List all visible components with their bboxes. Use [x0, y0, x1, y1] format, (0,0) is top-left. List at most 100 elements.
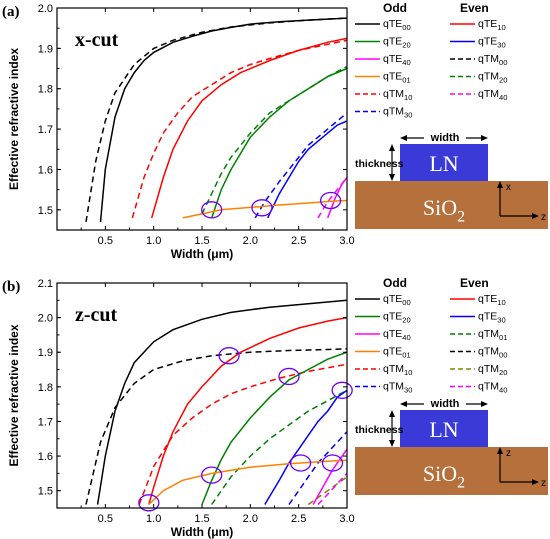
legend-label-qTE10: qTE10: [478, 293, 506, 307]
series-line-qTM40: [317, 177, 347, 219]
legend-label-qTE20: qTE20: [383, 311, 411, 325]
legend-label-qTM00-sub: 00: [499, 351, 507, 360]
sio2-substrate: [355, 181, 548, 229]
legend-label-qTM01-base: qTM: [478, 328, 499, 340]
panel-a: 0.5 1.0 1.5 2.0 2.5 3.0 1.5 1.6 1.7 1.8 1.9 2.0 Widt…: [2, 1, 548, 261]
horizontal-axis-label: z: [541, 212, 546, 223]
legend-label-qTE40-base: qTE: [383, 53, 402, 65]
series-line-qTE40: [312, 448, 347, 505]
sio2-label-base: SiO: [423, 195, 457, 220]
series-line-qTM10: [138, 363, 347, 505]
legend-label-qTE30-base: qTE: [478, 36, 497, 48]
legend-header-even: Even: [460, 276, 489, 290]
y-tick-label: 2.0: [38, 313, 53, 325]
legend-label-qTE01-base: qTE: [383, 71, 402, 83]
thickness-arrowhead-top: [389, 144, 395, 151]
y-tick-label: 1.6: [38, 164, 53, 176]
series-line-qTE00: [96, 299, 347, 505]
series-line-qTE01: [182, 199, 347, 219]
sio2-label-sub: 2: [457, 475, 465, 492]
panel-label: (b): [2, 279, 20, 295]
x-tick-label: 1.0: [146, 235, 161, 247]
vertical-axis-arrowhead: [497, 447, 503, 454]
legend-label-qTE40-sub: 40: [402, 333, 410, 342]
thickness-arrowhead-bottom: [389, 174, 395, 181]
y-tick-label: 1.5: [38, 486, 53, 498]
legend-label-qTE01: qTE01: [383, 71, 411, 85]
legend-label-qTM40-sub: 40: [499, 93, 507, 102]
legend-label-qTM40: qTM40: [478, 88, 507, 102]
legend-label-qTM30: qTM30: [383, 106, 412, 120]
legend-label-qTE00-sub: 00: [402, 23, 410, 32]
legend-label-qTE20-base: qTE: [383, 311, 402, 323]
y-tick-label: 2.1: [38, 278, 53, 290]
legend-label-qTE00: qTE00: [383, 18, 411, 32]
series-line-qTM00: [85, 17, 347, 223]
legend-label-qTE10-base: qTE: [478, 293, 497, 305]
width-label: width: [430, 398, 460, 410]
y-tick-label: 1.9: [38, 347, 53, 359]
legend-label-qTM20-base: qTM: [478, 71, 499, 83]
legend-label-qTE40: qTE40: [383, 53, 411, 67]
y-tick-label: 1.7: [38, 416, 53, 428]
legend-label-qTM30-sub: 30: [404, 111, 412, 120]
legend-label-qTE30: qTE30: [478, 311, 506, 325]
x-tick-label: 0.5: [98, 235, 113, 247]
legend-label-qTM00: qTM00: [478, 346, 507, 360]
legend-label-qTM00-base: qTM: [478, 346, 499, 358]
legend-label-qTE10: qTE10: [478, 18, 506, 32]
legend-label-qTM20: qTM20: [478, 363, 507, 377]
chart-title: z-cut: [75, 304, 118, 326]
legend-label-qTM30-sub: 30: [404, 386, 412, 395]
thickness-arrowhead-bottom: [389, 440, 395, 447]
legend-label-qTM01: qTM01: [478, 328, 507, 342]
legend-label-qTM10: qTM10: [383, 88, 412, 102]
width-arrowhead-left: [400, 135, 407, 141]
legend-label-qTM40: qTM40: [478, 381, 507, 395]
highlight-circle: [218, 347, 240, 365]
legend-label-qTM20-base: qTM: [478, 363, 499, 375]
legend-label-qTM10-base: qTM: [383, 88, 404, 100]
x-tick-label: 1.5: [194, 513, 209, 525]
ln-label: LN: [429, 417, 458, 442]
series-line-qTM10: [131, 39, 347, 219]
sio2-label: SiO2: [423, 461, 465, 492]
highlight-circle: [251, 199, 273, 217]
y-tick-label: 1.6: [38, 451, 53, 463]
legend-label-qTE00-base: qTE: [383, 293, 402, 305]
legend-label-qTE00: qTE00: [383, 293, 411, 307]
legend-label-qTE20-sub: 20: [402, 41, 410, 50]
legend-label-qTM00: qTM00: [478, 53, 507, 67]
y-tick-label: 1.8: [38, 84, 53, 96]
legend-label-qTE10-sub: 10: [497, 23, 505, 32]
legend-label-qTM30: qTM30: [383, 381, 412, 395]
horizontal-axis-arrowhead: [532, 479, 539, 485]
thickness-arrowhead-top: [389, 410, 395, 417]
legend-label-qTM30-base: qTM: [383, 381, 404, 393]
series-line-qTE30: [264, 389, 347, 505]
x-axis-label: Width (μm): [171, 525, 234, 539]
legend-label-qTE01-sub: 01: [402, 76, 410, 85]
legend-label-qTM01-sub: 01: [499, 333, 507, 342]
series-line-qTE30: [267, 120, 347, 219]
legend-label-qTM40-base: qTM: [478, 88, 499, 100]
legend-label-qTE00-base: qTE: [383, 18, 402, 30]
width-label-bg: [424, 130, 466, 142]
x-tick-label: 2.5: [291, 235, 306, 247]
sio2-substrate: [355, 447, 548, 495]
legend-label-qTE01: qTE01: [383, 346, 411, 360]
thickness-label: thickness: [355, 158, 404, 170]
x-tick-label: 0.5: [98, 513, 113, 525]
y-tick-label: 2.0: [38, 3, 53, 15]
width-arrowhead-right: [481, 135, 488, 141]
x-tick-label: 2.0: [243, 513, 258, 525]
y-axis-label: Effective refractive index: [7, 48, 21, 190]
series-group: [85, 17, 347, 223]
legend-label-qTE40-base: qTE: [383, 328, 402, 340]
legend-label-qTM10-base: qTM: [383, 363, 404, 375]
sio2-label: SiO2: [423, 195, 465, 226]
series-line-qTM20: [201, 65, 347, 215]
series-line-qTM40: [317, 472, 347, 506]
legend-label-qTM10-sub: 10: [404, 93, 412, 102]
